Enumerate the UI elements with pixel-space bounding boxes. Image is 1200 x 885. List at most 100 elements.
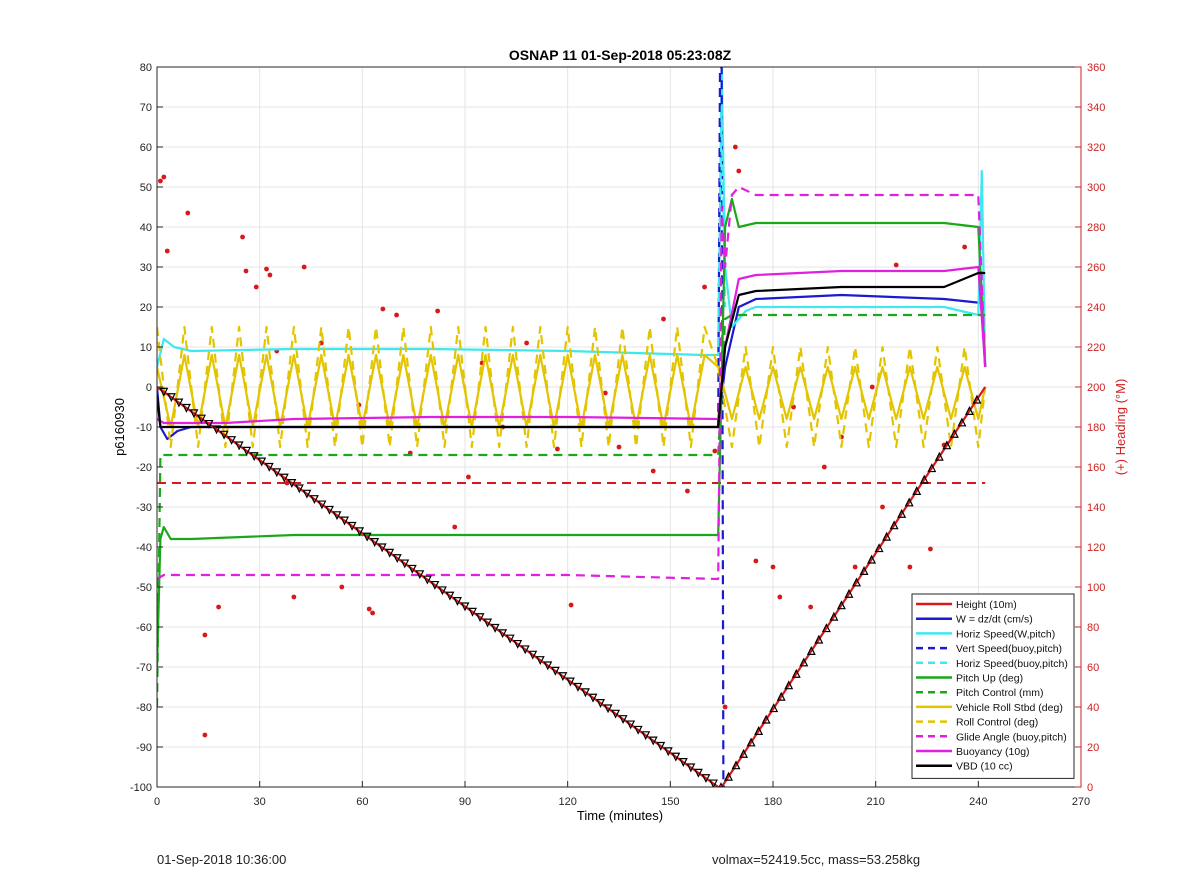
height-marker [294,484,304,494]
height-marker [528,650,538,660]
height-marker [882,531,892,541]
height-marker [596,698,605,708]
height-marker [972,394,982,404]
height-marker [483,618,493,628]
heading-point [240,234,245,240]
legend-entry: Horiz Speed(buoy,pitch) [956,658,1068,670]
legend-entry: W = dz/dt (cm/s) [956,614,1033,626]
height-marker [611,709,621,719]
series-line-vbd-10-cc [157,271,986,429]
height-marker [957,417,967,427]
heading-point [380,306,386,312]
heading-point [366,606,372,612]
y-tick-label: 80 [140,62,152,74]
heading-point [661,316,666,322]
height-marker [814,634,824,644]
height-marker [212,425,222,435]
y-tick-label: -10 [136,422,152,434]
y-tick-label: -100 [130,782,152,794]
y-tick-label: -60 [136,622,152,634]
heading-point [158,178,163,184]
height-marker [392,554,402,564]
y-tick-label: -50 [136,582,152,594]
heading-point [216,604,222,610]
height-marker [859,566,869,575]
height-marker [776,691,786,701]
series-line-roll-control-deg [157,325,987,449]
y-right-tick-label: 100 [1087,582,1105,594]
y-right-tick-label: 140 [1087,502,1105,514]
heading-point [770,564,776,570]
y-right-tick-label: 260 [1087,262,1105,274]
series-line-height-10m [157,386,987,787]
y-tick-label: 0 [146,382,152,394]
height-marker [287,478,297,488]
y-tick-label: 10 [140,342,152,354]
heading-point [791,404,796,410]
legend: Height (10m) W = dz/dt (cm/s) Horiz Speed(… [911,593,1075,779]
y-tick-label: -40 [136,542,152,554]
legend-entry: Horiz Speed(W,pitch) [956,628,1055,640]
heading-point [267,272,273,278]
heading-point [202,732,208,738]
height-marker [701,774,711,784]
height-marker [453,597,462,606]
series-line-buoyancy-10g [157,265,987,425]
height-marker [302,489,312,499]
x-tick-label: 0 [154,796,160,808]
height-marker [430,580,440,590]
y-tick-label: -30 [136,502,152,514]
heading-point [243,268,249,274]
height-marker [844,588,854,598]
heading-point [602,390,608,396]
legend-entry: Glide Angle (buoy,pitch) [956,731,1067,743]
height-marker [934,451,944,461]
series-layer [157,67,987,787]
x-tick-label: 120 [558,796,576,808]
height-marker [603,704,613,714]
height-marker [347,521,357,531]
height-marker [708,779,718,787]
height-marker [422,575,432,585]
y-right-tick-label: 220 [1087,342,1105,354]
height-marker [626,720,636,730]
height-marker [513,639,523,649]
height-marker [897,508,907,518]
x-tick-label: 210 [866,796,884,808]
height-marker [174,398,184,408]
heading-point [466,474,471,480]
heading-point [869,384,875,390]
heading-point [732,144,738,150]
legend-entry: Buoyancy (10g) [956,746,1030,758]
height-marker [181,403,191,413]
y-tick-label: -20 [136,462,152,474]
y-tick-label: -80 [136,702,152,714]
chart-canvas: 0 30 60 90 120 150 180 210 240 270-100-90-80-70-6… [112,47,1128,823]
heading-point [452,524,458,530]
heading-point [712,448,718,454]
height-marker [949,428,959,438]
height-marker [377,543,387,553]
height-marker [867,554,877,564]
height-marker [309,495,319,505]
height-marker [663,747,673,757]
heading-point [821,464,827,470]
height-marker [588,693,598,703]
height-marker [836,600,846,610]
height-marker [355,527,365,537]
height-marker [550,666,560,676]
heading-point [394,312,399,318]
legend-entry: Vert Speed(buoy,pitch) [956,643,1062,655]
legend-entry: Roll Control (deg) [956,717,1038,729]
x-tick-label: 240 [969,796,987,808]
heading-point [907,564,913,570]
x-tick-label: 270 [1072,796,1090,808]
series-line-vert-speed-buoy-pitch [717,67,726,787]
height-marker [189,409,199,419]
height-marker [249,452,259,462]
x-tick-label: 150 [661,796,679,808]
height-marker [829,611,839,621]
legend-entry: Height (10m) [956,599,1017,611]
height-marker [904,497,914,507]
height-marker [257,457,267,467]
